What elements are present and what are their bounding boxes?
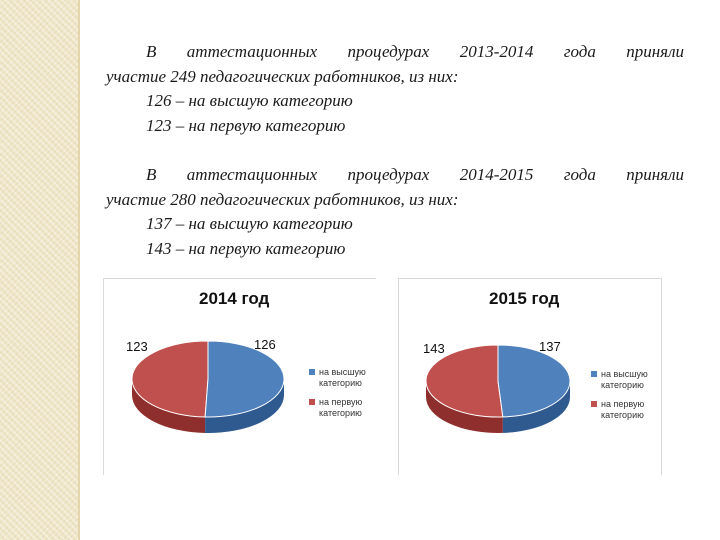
chart-2014-title: 2014 год bbox=[199, 289, 270, 308]
legend-label-high: на высшую категорию bbox=[319, 367, 366, 388]
chart-2014-label-high: 126 bbox=[254, 337, 276, 352]
text-block-2013-2014: В аттестационных процедурах 2013-2014 го… bbox=[106, 40, 684, 138]
pie-2014-slice-first-top bbox=[131, 340, 209, 418]
legend-swatch-red bbox=[309, 399, 315, 405]
block2-line3: 137 – на высшую категорию bbox=[146, 214, 353, 233]
pie-chart-2014: 2014 год 123 126 на высшую категорию на … bbox=[103, 278, 376, 475]
block2-line2: участие 280 педагогических работников, и… bbox=[106, 189, 459, 209]
pie-2014-slice-first-side bbox=[132, 379, 206, 433]
pie-2015-slice-high-top bbox=[497, 344, 571, 418]
pie-chart-2014-svg bbox=[131, 340, 285, 433]
legend-item-high: на высшую категорию bbox=[309, 367, 379, 389]
legend-label-first: на первую категорию bbox=[319, 397, 363, 418]
block2-line4: 143 – на первую категорию bbox=[146, 238, 346, 258]
legend-label-high: на высшую категорию bbox=[601, 369, 648, 390]
pie-2014-slice-high-side bbox=[205, 379, 284, 433]
legend-swatch-red bbox=[591, 401, 597, 407]
pie-2015-slice-high-side bbox=[502, 381, 570, 433]
pie-chart-2015: 2015 год 143 137 на высшую категорию на … bbox=[398, 278, 662, 475]
block2-line1: В аттестационных процедурах 2014-2015 го… bbox=[146, 165, 684, 184]
block1-line3: 126 – на высшую категорию bbox=[146, 91, 353, 110]
pie-2015-slice-first-side bbox=[426, 381, 503, 433]
pie-2015-slice-first-top bbox=[425, 344, 504, 418]
chart-2015-label-first: 143 bbox=[423, 341, 445, 356]
chart-2014-label-first: 123 bbox=[126, 339, 148, 354]
legend-swatch-blue bbox=[309, 369, 315, 375]
legend-item-first: на первую категорию bbox=[591, 399, 661, 421]
chart-2015-label-high: 137 bbox=[539, 339, 561, 354]
legend-item-high: на высшую категорию bbox=[591, 369, 661, 391]
legend-label-first: на первую категорию bbox=[601, 399, 645, 420]
pie-2014-slice-high-top bbox=[204, 340, 285, 418]
block1-line1: В аттестационных процедурах 2013-2014 го… bbox=[146, 42, 684, 61]
pie-chart-2015-svg bbox=[425, 344, 571, 433]
legend-swatch-blue bbox=[591, 371, 597, 377]
legend-item-first: на первую категорию bbox=[309, 397, 379, 419]
chart-2015-title: 2015 год bbox=[489, 289, 560, 308]
block1-line2: участие 249 педагогических работников, и… bbox=[106, 66, 459, 86]
block1-line4: 123 – на первую категорию bbox=[146, 115, 346, 135]
chart-2014-legend: на высшую категорию на первую категорию bbox=[309, 367, 379, 427]
decorative-side-strip bbox=[0, 0, 80, 540]
text-block-2014-2015: В аттестационных процедурах 2014-2015 го… bbox=[106, 163, 684, 261]
chart-2015-legend: на высшую категорию на первую категорию bbox=[591, 369, 661, 429]
